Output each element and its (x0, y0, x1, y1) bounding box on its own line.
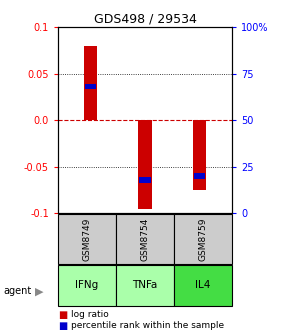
Text: ■: ■ (58, 321, 67, 331)
Text: ■: ■ (58, 310, 67, 320)
Bar (84, 46, 97, 120)
Bar (193, 120, 206, 190)
Text: GSM8754: GSM8754 (140, 217, 150, 261)
Bar (58, 265, 116, 306)
Text: TNFa: TNFa (132, 280, 158, 290)
Text: log ratio: log ratio (71, 310, 109, 319)
Bar (58, 214, 116, 264)
Bar (174, 265, 232, 306)
Bar (138, 120, 152, 209)
Bar (116, 265, 174, 306)
Bar (139, 177, 151, 182)
Text: IFNg: IFNg (75, 280, 99, 290)
Bar (174, 214, 232, 264)
Bar (194, 173, 205, 179)
Text: IL4: IL4 (195, 280, 211, 290)
Text: GSM8749: GSM8749 (82, 217, 92, 261)
Text: percentile rank within the sample: percentile rank within the sample (71, 322, 224, 330)
Text: agent: agent (3, 286, 31, 296)
Text: ▶: ▶ (35, 286, 44, 296)
Text: GSM8759: GSM8759 (198, 217, 208, 261)
Text: GDS498 / 29534: GDS498 / 29534 (94, 13, 196, 26)
Bar (85, 84, 96, 89)
Bar (116, 214, 174, 264)
